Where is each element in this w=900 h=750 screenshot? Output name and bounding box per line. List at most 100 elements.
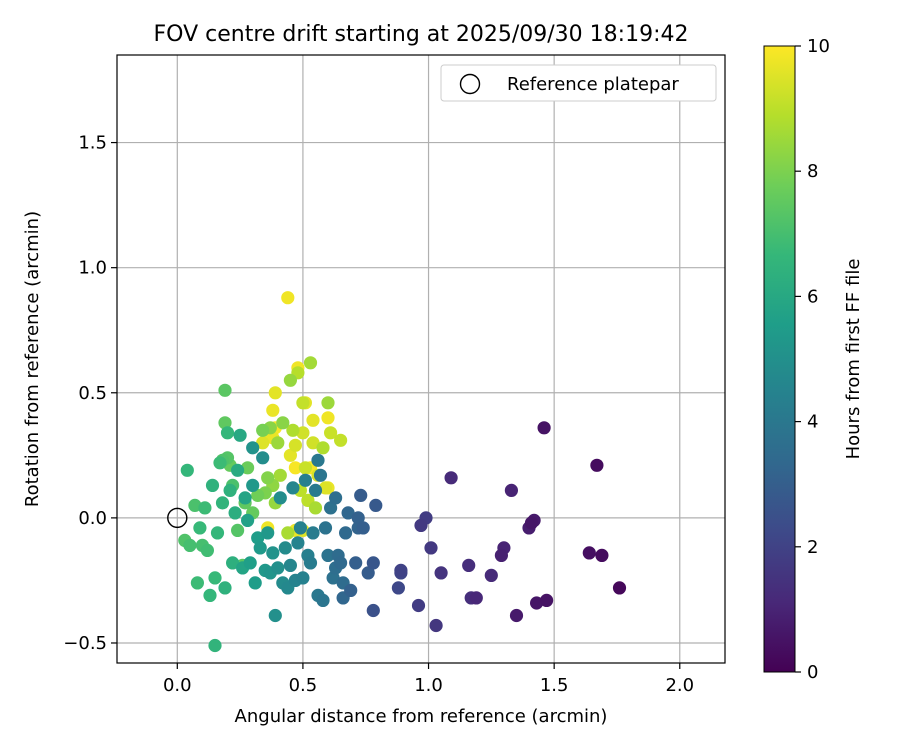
colorbar-label: Hours from first FF file (843, 259, 864, 460)
x-tick-label: 2.0 (665, 675, 694, 696)
data-point (253, 541, 267, 555)
data-point (298, 461, 312, 475)
data-point (183, 538, 197, 553)
y-tick-label: 1.0 (78, 258, 107, 279)
data-point (210, 526, 225, 540)
colorbar-tick-label: 2 (807, 537, 818, 558)
scatter-points (167, 291, 627, 653)
data-point (530, 596, 544, 610)
data-point (243, 556, 257, 570)
data-point (283, 448, 297, 462)
data-point (276, 416, 290, 430)
data-point (313, 468, 328, 482)
legend-label: Reference platepar (507, 74, 679, 95)
data-point (356, 521, 370, 535)
data-point (218, 416, 232, 430)
data-point (366, 556, 380, 570)
legend-reference-marker (459, 73, 481, 95)
data-point (595, 548, 609, 563)
data-point (266, 546, 280, 560)
plot-frame (116, 54, 726, 664)
data-point (308, 483, 323, 497)
legend-box (440, 64, 717, 102)
data-point (326, 571, 340, 585)
legend: Reference platepar (440, 64, 717, 102)
data-point (246, 478, 260, 492)
data-point (321, 396, 335, 410)
data-point (316, 441, 330, 455)
data-point (308, 501, 323, 515)
colorbar-tick-label: 8 (807, 161, 818, 182)
colorbar-tick-label: 0 (807, 662, 818, 683)
data-point (391, 581, 405, 595)
data-point (394, 563, 408, 578)
colorbar-tick-label: 10 (807, 36, 830, 57)
reference-platepar-marker (167, 507, 188, 529)
data-point (411, 598, 426, 613)
data-point (256, 423, 270, 437)
y-tick-label: 1.5 (78, 133, 107, 154)
data-point (484, 568, 498, 583)
data-point (220, 426, 235, 440)
data-point (248, 576, 262, 590)
data-point (256, 436, 270, 450)
x-tick-label: 0.5 (289, 675, 318, 696)
x-axis-label: Angular distance from reference (arcmin) (235, 706, 608, 727)
data-point (233, 428, 247, 442)
data-point (303, 356, 318, 370)
data-point (349, 556, 363, 570)
data-point (321, 411, 335, 425)
y-tick-label: 0.5 (78, 383, 107, 404)
data-point (271, 561, 285, 575)
data-point (298, 473, 312, 487)
data-point (434, 566, 448, 580)
data-point (303, 556, 318, 570)
data-point (316, 593, 330, 608)
x-axis-ticks: 0.0 0.5 1.0 1.5 2.0 (163, 663, 694, 696)
data-point (203, 588, 217, 603)
data-point (296, 426, 310, 440)
data-point (193, 521, 207, 535)
data-point (208, 638, 222, 653)
data-point (286, 481, 300, 495)
x-tick-label: 0.0 (163, 675, 192, 696)
data-point (369, 498, 383, 512)
data-point (318, 521, 333, 535)
data-point (351, 511, 365, 525)
data-point (612, 581, 627, 595)
y-axis-label: Rotation from reference (arcmin) (22, 211, 43, 507)
data-point (293, 521, 307, 535)
data-point (424, 541, 438, 555)
data-point (361, 566, 375, 580)
data-point (281, 291, 295, 305)
data-point (223, 483, 237, 497)
data-point (344, 583, 358, 598)
data-point (256, 451, 270, 465)
data-point (306, 526, 320, 540)
data-point (524, 516, 539, 530)
x-tick-label: 1.5 (540, 675, 569, 696)
data-point (205, 478, 220, 492)
data-point (414, 518, 428, 533)
data-point (268, 608, 282, 623)
data-point (190, 576, 204, 590)
data-point (306, 436, 320, 450)
data-point (288, 461, 302, 475)
data-point (268, 386, 282, 400)
data-point (231, 463, 245, 477)
data-point (261, 526, 275, 540)
colorbar-tick-label: 4 (807, 412, 818, 433)
data-point (251, 531, 265, 545)
colorbar-tick-label: 6 (807, 286, 818, 307)
data-point (334, 433, 348, 447)
data-point (226, 556, 240, 570)
data-point (246, 441, 260, 455)
data-point (218, 581, 232, 595)
data-point (321, 548, 335, 563)
data-point (273, 468, 287, 482)
data-point (306, 413, 320, 427)
data-point (228, 506, 242, 520)
colorbar-ticks: 0 2 4 6 8 10 (795, 36, 830, 683)
colorbar (763, 45, 796, 673)
